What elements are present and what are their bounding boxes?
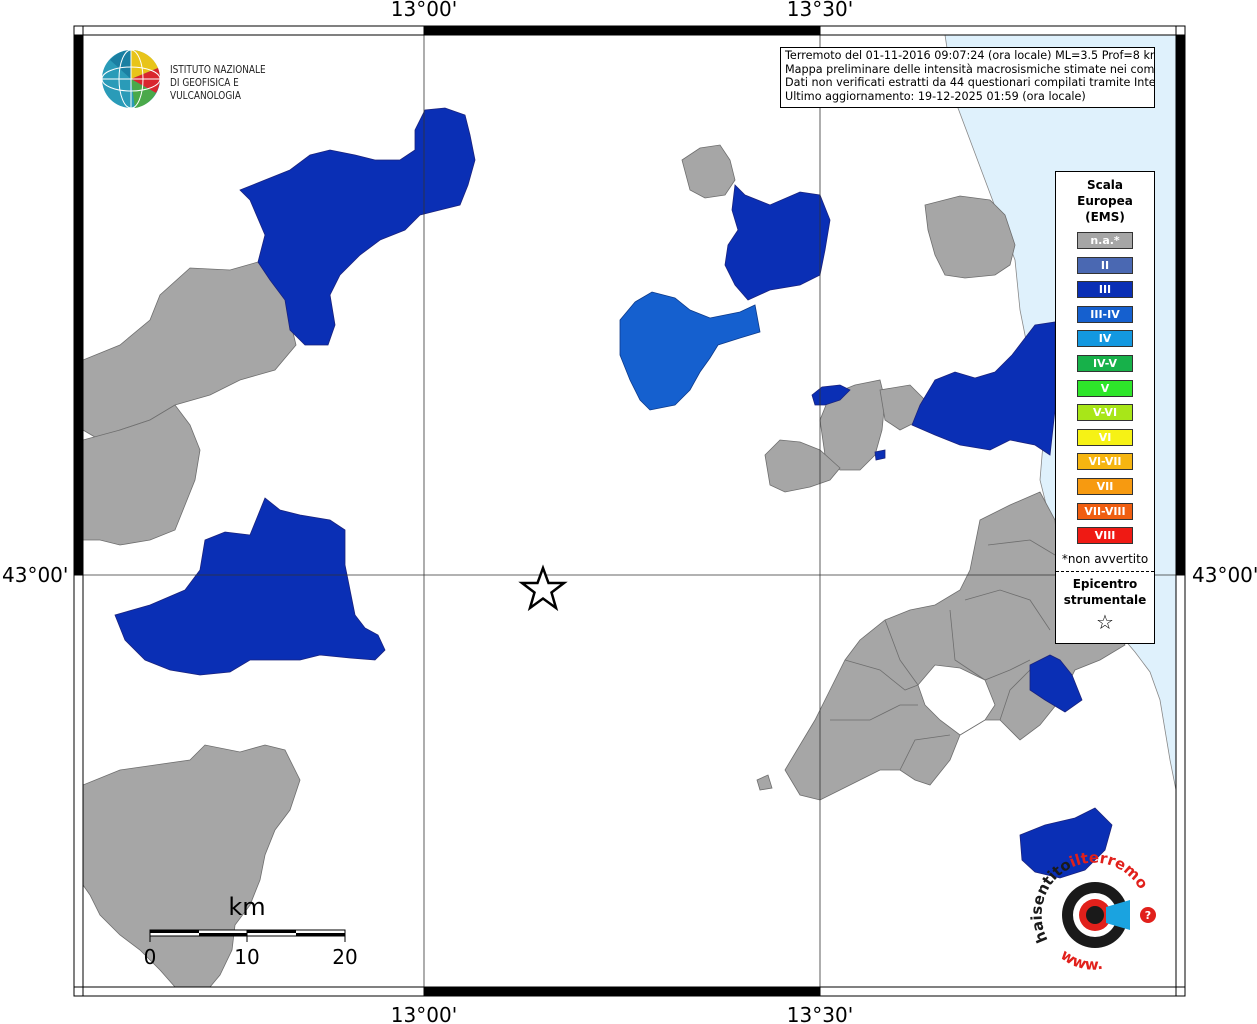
axis-top-lon-2: 13°30' — [787, 0, 853, 21]
axis-bottom-lon-1: 13°00' — [391, 1003, 457, 1024]
haisentito-logo-graphic: ? haisentitoilterremoto.it www. — [1030, 845, 1156, 974]
legend-title-line3: (EMS) — [1085, 210, 1125, 224]
scale-tick-20: 20 — [332, 945, 357, 969]
scale-unit: km — [228, 893, 265, 921]
legend-items: n.a.* II III III-IV IV IV-V V V-VI VI VI-VII VII VI… — [1056, 232, 1154, 545]
scale-bar: km 0 10 20 — [144, 893, 358, 969]
legend-item: V-VI — [1077, 404, 1133, 422]
legend-item: VI — [1077, 428, 1133, 446]
map-frame — [73, 25, 1186, 997]
map-area — [83, 35, 1176, 987]
comune-iii-small-2 — [874, 449, 886, 461]
legend-item: VI-VII — [1077, 453, 1133, 471]
legend-note: *non avvertito — [1061, 551, 1149, 566]
svg-text:?: ? — [1145, 909, 1151, 922]
comune-iii-se — [1029, 654, 1083, 713]
axis-bottom-lon-2: 13°30' — [787, 1003, 853, 1024]
comune-se-5 — [756, 774, 773, 791]
ingv-name: ISTITUTO NAZIONALE DI GEOFISICA E VULCAN… — [170, 64, 298, 103]
legend-epicenter-line1: Epicentro — [1072, 576, 1138, 591]
ingv-name-line2: DI GEOFISICA E VULCANOLOGIA — [170, 77, 241, 102]
legend-item: VII-VIII — [1077, 502, 1133, 520]
axis-left-lat: 43°00' — [2, 563, 68, 587]
legend-item: II — [1077, 256, 1133, 274]
municipalities-intensity-III — [114, 107, 1113, 879]
comune-ne-1 — [681, 144, 736, 199]
legend-title: Scala Europea (EMS) — [1056, 177, 1154, 225]
axis-top-lon-1: 13°00' — [391, 0, 457, 21]
comune-coast-1 — [924, 195, 1016, 279]
legend-item: V — [1077, 379, 1133, 397]
intensity-legend: Scala Europea (EMS) n.a.* II III III-IV IV IV… — [1055, 171, 1155, 644]
legend-item: VII — [1077, 477, 1133, 495]
legend-title-line2: Europea — [1077, 194, 1133, 208]
scale-tick-0: 0 — [144, 945, 157, 969]
event-info-line4: Ultimo aggiornamento: 19-12-2025 01:59 (… — [785, 89, 1086, 103]
haisentito-www: www. — [1057, 946, 1103, 974]
comune-iii-w — [114, 497, 386, 676]
event-info-line1: Terremoto del 01-11-2016 09:07:24 (ora l… — [785, 49, 1155, 62]
haisentito-logo: ? haisentitoilterremoto.it www. — [1030, 845, 1160, 975]
legend-epicenter-label: Epicentro strumentale — [1056, 576, 1154, 608]
scale-tick-10: 10 — [234, 945, 259, 969]
comune-iii-far-se — [1019, 807, 1113, 879]
comune-iii-e — [911, 321, 1056, 456]
internal-borders — [830, 539, 1056, 771]
grid-lines — [83, 35, 1176, 987]
comune-mid-east-2 — [764, 439, 841, 493]
municipalities-not-available — [83, 144, 1126, 987]
event-info-box: Terremoto del 01-11-2016 09:07:24 (ora l… — [780, 47, 1155, 108]
comune-se-4 — [917, 664, 996, 736]
legend-title-line1: Scala — [1086, 178, 1124, 192]
epicenter-star — [518, 564, 568, 612]
ingv-name-line1: ISTITUTO NAZIONALE — [170, 64, 266, 76]
ingv-globe-icon — [101, 49, 161, 109]
event-info-line3: Dati non verificati estratti da 44 quest… — [785, 76, 1155, 89]
legend-star-icon: ☆ — [1096, 609, 1114, 634]
legend-item: n.a.* — [1077, 232, 1133, 249]
event-info-line2: Mappa preliminare delle intensità macros… — [785, 62, 1155, 76]
legend-item: VIII — [1077, 527, 1133, 545]
legend-separator — [1056, 570, 1154, 572]
comune-iii-nw — [239, 107, 476, 346]
comune-iii-iv — [619, 291, 761, 411]
comune-iii-small-1 — [811, 384, 851, 406]
axis-right-lat: 43°00' — [1192, 563, 1257, 587]
legend-item: III — [1077, 281, 1133, 299]
legend-item: IV-V — [1077, 354, 1133, 372]
legend-epicenter-line2: strumentale — [1063, 592, 1147, 607]
legend-item: III-IV — [1077, 305, 1133, 323]
comune-iii-ne — [724, 184, 831, 301]
comune-southwest — [83, 744, 301, 987]
ingv-logo: ISTITUTO NAZIONALE DI GEOFISICA E VULCAN… — [100, 48, 320, 110]
comune-west-2 — [83, 404, 201, 546]
legend-item: IV — [1077, 330, 1133, 348]
